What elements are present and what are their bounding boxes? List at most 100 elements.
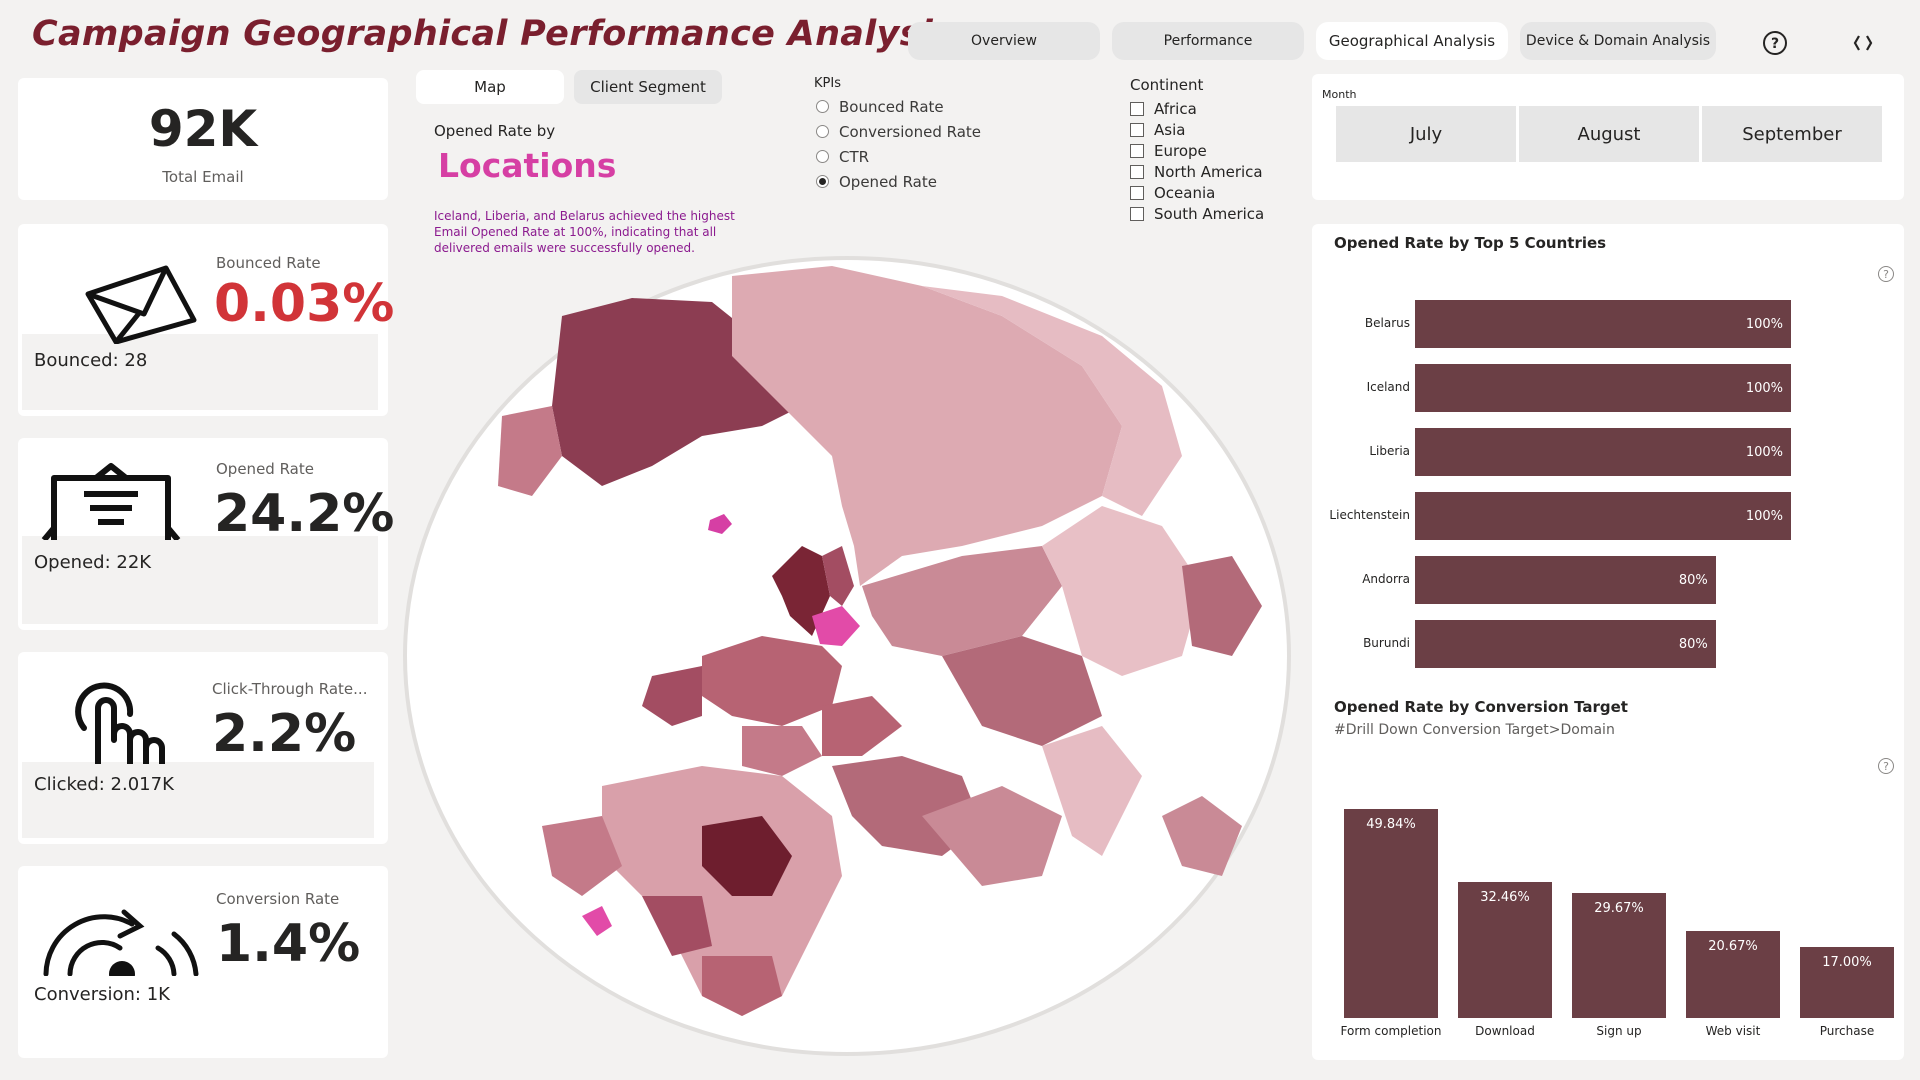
conversion-target-title: Opened Rate by Conversion Target [1334, 698, 1628, 716]
bounced-box [22, 334, 378, 410]
continent-label: Europe [1154, 141, 1207, 160]
checkbox-icon [1130, 206, 1144, 221]
country-bar[interactable]: 100% [1415, 364, 1791, 412]
conversion-target-label: Sign up [1596, 1024, 1642, 1038]
conversion-target-subtitle: #Drill Down Conversion Target>Domain [1334, 722, 1615, 738]
country-bar-value: 100% [1745, 380, 1783, 396]
conversion-target-bar[interactable]: 20.67% [1686, 931, 1780, 1018]
conversion-target-bar-value: 29.67% [1594, 901, 1644, 917]
kpi-option-opened-rate[interactable]: Opened Rate [816, 169, 981, 194]
country-bar-value: 80% [1678, 636, 1708, 652]
kpi-option-label: Bounced Rate [839, 97, 944, 116]
page-title: Campaign Geographical Performance Analys… [32, 14, 955, 54]
map-headline: Locations [438, 146, 617, 185]
conversion-target-label: Form completion [1340, 1024, 1442, 1038]
nav-overview-button[interactable]: Overview [908, 22, 1100, 60]
month-september-button[interactable]: September [1702, 106, 1882, 162]
country-bar-value: 100% [1745, 444, 1783, 460]
country-bar[interactable]: 100% [1415, 428, 1791, 476]
continent-oceania-checkbox[interactable]: Oceania [1130, 182, 1264, 203]
choropleth-globe-map[interactable] [402, 256, 1292, 1064]
opened-rate-card: Opened Rate 24.2% Opened: 22K [18, 438, 394, 630]
continent-south-america-checkbox[interactable]: South America [1130, 203, 1264, 224]
radio-icon [816, 125, 829, 138]
tab-map[interactable]: Map [416, 70, 564, 104]
continent-north-america-checkbox[interactable]: North America [1130, 161, 1264, 182]
total-email-value: 92K [148, 100, 258, 158]
continent-label: Africa [1154, 99, 1197, 118]
conversion-gauge-icon [40, 890, 200, 987]
opened-rate-value: 24.2% [214, 484, 395, 544]
country-bar-value: 100% [1745, 508, 1783, 524]
continent-africa-checkbox[interactable]: Africa [1130, 98, 1264, 119]
continent-filter: Africa Asia Europe North America Oceania… [1130, 98, 1264, 224]
country-label: Liberia [1369, 444, 1410, 458]
checkbox-icon [1130, 164, 1144, 179]
month-august-button[interactable]: August [1519, 106, 1699, 162]
nav-geographical-analysis-button[interactable]: Geographical Analysis [1316, 22, 1508, 60]
kpi-selector: Bounced Rate Conversioned Rate CTR Opene… [816, 94, 981, 194]
radio-icon [816, 150, 829, 163]
country-bar-value: 100% [1745, 316, 1783, 332]
country-label: Liechtenstein [1329, 508, 1410, 522]
ctr-label: Click-Through Rate... [212, 680, 368, 698]
conversion-target-label: Web visit [1705, 1024, 1761, 1038]
conversion-rate-label: Conversion Rate [216, 890, 340, 908]
checkbox-icon [1130, 122, 1144, 137]
radio-selected-icon [816, 175, 829, 188]
continent-label: Oceania [1154, 183, 1216, 202]
kpi-option-label: Opened Rate [839, 172, 937, 191]
country-bar[interactable]: 80% [1415, 620, 1716, 668]
kpi-option-conversioned-rate[interactable]: Conversioned Rate [816, 119, 981, 144]
country-bar[interactable]: 100% [1415, 492, 1791, 540]
conversion-target-bar[interactable]: 17.00% [1800, 946, 1894, 1018]
kpi-option-bounced-rate[interactable]: Bounced Rate [816, 94, 981, 119]
conversion-count: Conversion: 1K [34, 984, 170, 1005]
top-countries-bar-chart: Belarus 100% Iceland 100% Liberia 100% Liechte… [1312, 224, 1904, 684]
kpi-selector-title: KPIs [814, 76, 841, 91]
conversion-rate-value: 1.4% [216, 914, 361, 974]
nav-device-domain-button[interactable]: Device & Domain Analysis [1520, 22, 1716, 60]
help-icon[interactable]: ? [1760, 28, 1790, 58]
continent-europe-checkbox[interactable]: Europe [1130, 140, 1264, 161]
top-countries-help-icon[interactable]: ? [1878, 266, 1894, 282]
click-hand-icon [64, 678, 184, 768]
country-label: Iceland [1366, 380, 1410, 394]
map-insight: Iceland, Liberia, and Belarus achieved t… [434, 209, 735, 255]
total-email-label: Total Email [162, 168, 244, 186]
continent-filter-title: Continent [1130, 76, 1204, 94]
continent-label: South America [1154, 204, 1265, 223]
opened-rate-label: Opened Rate [216, 460, 314, 478]
month-slicer-title: Month [1322, 88, 1357, 101]
month-july-button[interactable]: July [1336, 106, 1516, 162]
conversion-target-label: Purchase [1819, 1024, 1875, 1038]
country-label: Burundi [1363, 636, 1410, 650]
reset-icon[interactable] [1848, 28, 1878, 58]
conversion-target-help-icon[interactable]: ? [1878, 758, 1894, 774]
country-bar[interactable]: 100% [1415, 300, 1791, 348]
tab-client-segment[interactable]: Client Segment [574, 70, 722, 104]
country-bar[interactable]: 80% [1415, 556, 1716, 604]
envelope-icon [82, 262, 202, 348]
charts-panel: Opened Rate by Top 5 Countries ? Belarus… [1312, 224, 1904, 1060]
conversion-target-bar[interactable]: 32.46% [1458, 881, 1552, 1018]
kpi-option-label: Conversioned Rate [839, 122, 982, 141]
conversion-target-bar[interactable]: 29.67% [1572, 893, 1666, 1018]
country-label: Belarus [1364, 316, 1410, 330]
top-countries-title: Opened Rate by Top 5 Countries [1334, 234, 1607, 252]
opened-count: Opened: 22K [34, 552, 152, 573]
country-label: Andorra [1362, 572, 1410, 586]
kpi-option-ctr[interactable]: CTR [816, 144, 981, 169]
continent-asia-checkbox[interactable]: Asia [1130, 119, 1264, 140]
bounced-count: Bounced: 28 [34, 350, 148, 371]
bounced-rate-card: Bounced Rate 0.03% Bounced: 28 [18, 224, 394, 416]
conversion-target-bar[interactable]: 49.84% [1344, 808, 1438, 1018]
conversion-target-bar-value: 32.46% [1480, 889, 1530, 905]
checkbox-icon [1130, 185, 1144, 200]
conversion-rate-card: Conversion Rate 1.4% Conversion: 1K [18, 866, 388, 1058]
radio-icon [816, 100, 829, 113]
total-email-card: 92K Total Email [18, 78, 388, 200]
nav-performance-button[interactable]: Performance [1112, 22, 1304, 60]
clicked-count: Clicked: 2.017K [34, 774, 174, 795]
checkbox-icon [1130, 101, 1144, 116]
